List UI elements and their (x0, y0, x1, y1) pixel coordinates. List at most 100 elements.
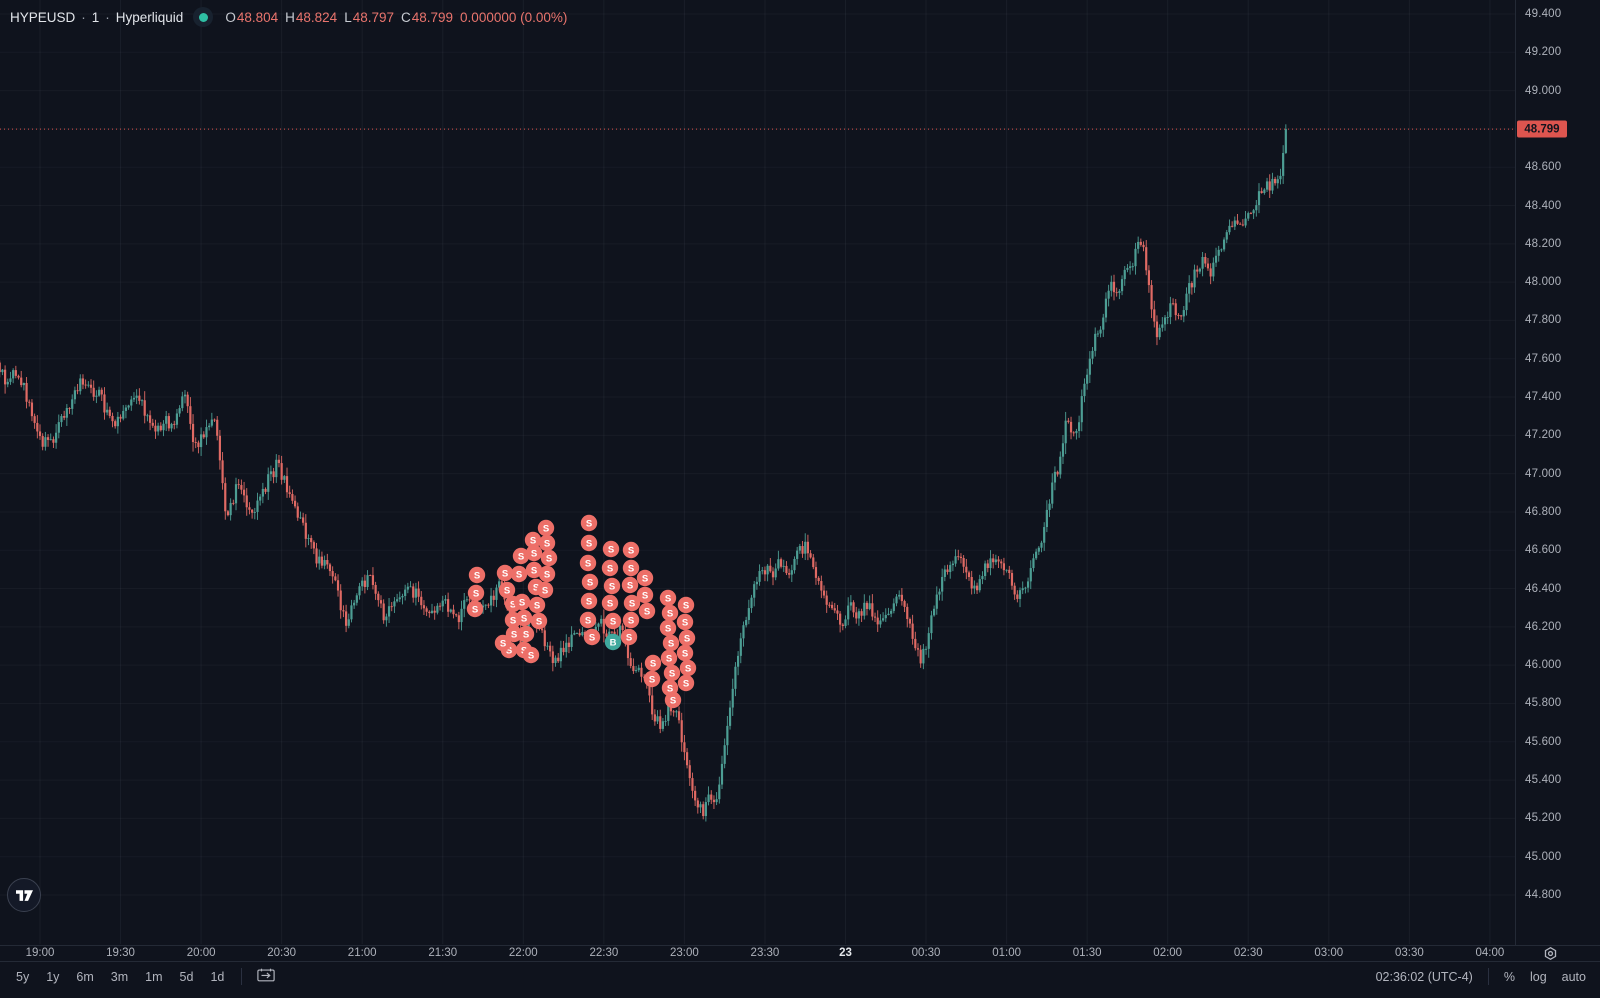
sell-trade-marker[interactable]: S (579, 554, 597, 572)
price-axis-label: 47.800 (1525, 314, 1562, 327)
auto-scale-button[interactable]: auto (1561, 969, 1586, 984)
sell-trade-marker[interactable]: S (505, 625, 523, 643)
sell-trade-marker[interactable]: S (517, 625, 535, 643)
chart-canvas[interactable]: SSSSSSSSSSSSSSSSSSSSSSSSSSSSSSSSSSSSSSSS… (0, 0, 1515, 944)
sell-trade-marker[interactable]: S (512, 547, 530, 565)
svg-text:S: S (685, 663, 691, 674)
sell-trade-marker[interactable]: S (677, 674, 695, 692)
sell-trade-marker[interactable]: S (636, 586, 654, 604)
range-button-5y[interactable]: 5y (16, 969, 30, 984)
range-button-5d[interactable]: 5d (179, 969, 194, 984)
price-axis[interactable]: 48.799 49.400 49.200 49.000 48.600 48.400 48.… (1515, 0, 1600, 945)
sell-trade-marker[interactable]: S (622, 559, 640, 577)
sell-trade-marker[interactable]: S (525, 561, 543, 579)
sell-trade-marker[interactable]: S (580, 534, 598, 552)
sell-trade-marker[interactable]: S (524, 531, 542, 549)
sell-trade-marker[interactable]: S (581, 573, 599, 591)
sell-trade-marker[interactable]: S (643, 670, 661, 688)
range-button-6m[interactable]: 6m (76, 969, 94, 984)
sell-trade-marker[interactable]: S (601, 559, 619, 577)
log-scale-button[interactable]: log (1529, 969, 1547, 984)
sell-trade-marker[interactable]: S (676, 613, 694, 631)
sell-trade-marker[interactable]: S (468, 566, 486, 584)
sell-trade-marker[interactable]: S (540, 549, 558, 567)
symbol-name[interactable]: HYPEUSD (10, 9, 76, 25)
buy-trade-marker[interactable]: B (604, 633, 622, 651)
range-button-1y[interactable]: 1y (46, 969, 60, 984)
sell-trade-marker[interactable]: S (467, 584, 485, 602)
sell-trade-marker[interactable]: S (537, 519, 555, 537)
sell-trade-marker[interactable]: S (522, 646, 540, 664)
legend-separator: · (81, 9, 86, 25)
sell-trade-marker[interactable]: S (644, 654, 662, 672)
sell-trade-marker[interactable]: S (676, 644, 694, 662)
sell-trade-marker[interactable]: S (679, 659, 697, 677)
svg-text:S: S (607, 563, 613, 574)
sell-trade-marker[interactable]: S (678, 629, 696, 647)
high-value: 48.824 (295, 9, 338, 25)
sell-trade-marker[interactable]: S (661, 604, 679, 622)
tradingview-logo[interactable] (7, 878, 41, 912)
sell-trade-marker[interactable]: S (660, 649, 678, 667)
sell-trade-marker[interactable]: S (466, 600, 484, 618)
sell-trade-marker[interactable]: S (513, 593, 531, 611)
time-axis-label: 01:30 (1072, 947, 1102, 959)
change-value: 0.000000 (0.00%) (460, 9, 568, 25)
sell-trade-marker[interactable]: S (603, 577, 621, 595)
time-axis-label: 23:00 (670, 947, 699, 959)
range-button-3m[interactable]: 3m (110, 969, 129, 984)
sell-trade-marker[interactable]: S (622, 541, 640, 559)
sell-trade-marker[interactable]: S (515, 609, 533, 627)
sell-trade-marker[interactable]: S (579, 611, 597, 629)
exchange-name[interactable]: Hyperliquid (115, 9, 184, 25)
sell-trade-marker[interactable]: S (664, 691, 682, 709)
sell-trade-marker[interactable]: S (538, 565, 556, 583)
sell-trade-marker[interactable]: S (622, 611, 640, 629)
range-button-1d[interactable]: 1d (210, 969, 225, 984)
price-axis-label: 49.000 (1525, 84, 1562, 97)
go-to-date-button[interactable] (257, 968, 276, 985)
time-axis-label: 20:30 (267, 947, 297, 959)
price-axis-label: 45.600 (1525, 735, 1562, 748)
range-button-1m[interactable]: 1m (145, 969, 163, 984)
sell-trade-marker[interactable]: S (677, 596, 695, 614)
time-axis-label: 01:00 (992, 947, 1021, 959)
time-axis-label: 02:30 (1233, 947, 1263, 959)
sell-trade-marker[interactable]: S (601, 594, 619, 612)
sell-trade-marker[interactable]: S (663, 664, 681, 682)
sell-trade-marker[interactable]: S (602, 540, 620, 558)
price-axis-label: 49.200 (1525, 46, 1562, 59)
percent-scale-button[interactable]: % (1503, 969, 1515, 984)
sell-trade-marker[interactable]: S (659, 589, 677, 607)
data-status-icon[interactable] (193, 7, 214, 27)
sell-trade-marker[interactable]: S (620, 628, 638, 646)
sell-trade-marker[interactable]: S (604, 612, 622, 630)
interval-value[interactable]: 1 (91, 9, 100, 25)
sell-trade-marker[interactable]: S (525, 544, 543, 562)
sell-trade-marker[interactable]: S (498, 581, 516, 599)
svg-text:S: S (542, 585, 548, 596)
toolbar-divider (241, 968, 243, 985)
sell-trade-marker[interactable]: S (510, 565, 528, 583)
sell-trade-marker[interactable]: S (494, 634, 512, 652)
sell-trade-marker[interactable]: S (623, 594, 641, 612)
svg-text:S: S (587, 577, 593, 588)
time-axis[interactable]: 19:00 19:30 20:00 20:30 21:00 21:30 22:00 22:30… (0, 945, 1600, 961)
sell-trade-marker[interactable]: S (580, 514, 598, 532)
sell-trade-marker[interactable]: S (621, 576, 639, 594)
sell-trade-marker[interactable]: S (583, 628, 601, 646)
svg-text:S: S (628, 615, 634, 626)
sell-trade-marker[interactable]: S (528, 596, 546, 614)
sell-trade-marker[interactable]: S (636, 569, 654, 587)
sell-trade-marker[interactable]: S (662, 634, 680, 652)
sell-trade-marker[interactable]: S (538, 534, 556, 552)
sell-trade-marker[interactable]: S (638, 602, 656, 620)
sell-trade-marker[interactable]: S (496, 564, 514, 582)
clock-timezone-button[interactable]: 02:36:02 (UTC-4) (1375, 969, 1473, 984)
axis-settings-gear-icon[interactable] (1544, 946, 1557, 965)
sell-trade-marker[interactable]: S (530, 612, 548, 630)
sell-trade-marker[interactable]: S (580, 592, 598, 610)
sell-trade-marker[interactable]: S (536, 581, 554, 599)
sell-trade-marker[interactable]: S (659, 619, 677, 637)
